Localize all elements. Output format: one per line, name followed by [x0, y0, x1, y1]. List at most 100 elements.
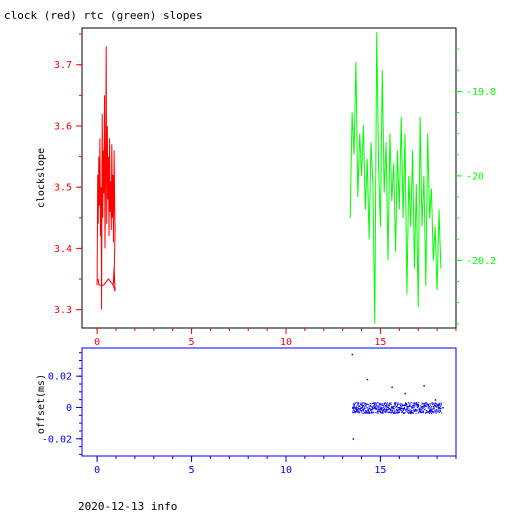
offset-dot — [404, 408, 406, 410]
offset-dot — [358, 405, 360, 407]
offset-dot — [388, 407, 389, 409]
offset-dot — [357, 409, 358, 411]
offset-dot — [428, 404, 429, 406]
offset-dot — [382, 412, 384, 414]
offset-dot — [419, 409, 420, 410]
offset-dot — [392, 406, 394, 408]
offset-point — [357, 402, 359, 404]
offset-dot — [403, 409, 405, 411]
offset-dot — [386, 402, 388, 404]
offset-dot — [413, 411, 415, 413]
offset-dot — [394, 404, 396, 406]
offset-dot — [426, 402, 428, 404]
offset-dot — [357, 410, 359, 412]
offset-dot — [374, 408, 376, 410]
offset-dot — [394, 403, 396, 405]
offset-dot — [356, 411, 358, 413]
offset-dot — [440, 403, 442, 405]
offset-dot — [404, 412, 406, 414]
offset-dot — [379, 403, 381, 405]
offset-dot — [376, 408, 378, 410]
bottom-x-tick-label-0: 0 — [94, 465, 100, 476]
offset-dot — [440, 407, 442, 409]
offset-dot — [409, 411, 411, 413]
offset-dot — [379, 406, 381, 408]
offset-dot — [414, 405, 416, 407]
offset-dot — [364, 403, 366, 405]
offset-dot — [430, 411, 432, 412]
offset-dot — [353, 409, 355, 411]
offset-dot — [358, 412, 360, 414]
offset-dot — [368, 410, 369, 412]
offset-dot — [379, 408, 381, 410]
offset-dot — [365, 412, 366, 414]
offset-dot — [362, 410, 364, 412]
offset-dot — [366, 403, 368, 405]
offset-dot — [363, 402, 365, 404]
offset-dot — [422, 410, 424, 412]
offset-dot — [356, 410, 358, 412]
offset-dot — [431, 410, 433, 412]
offset-dot — [414, 408, 416, 410]
offset-dot — [427, 407, 429, 409]
offset-dot — [427, 407, 429, 409]
offset-dot — [408, 412, 409, 414]
offset-dot — [433, 405, 434, 407]
offset-dot — [377, 407, 379, 409]
bottom-plot-area: 0.02 0 -0.02 0 5 10 15 offset(ms) — [36, 347, 457, 476]
offset-dot — [431, 408, 433, 410]
offset-dot — [420, 409, 422, 411]
offset-dot — [388, 408, 390, 410]
offset-dot — [428, 404, 430, 405]
offset-dot — [400, 410, 402, 412]
offset-dot — [383, 404, 385, 406]
offset-dot — [430, 406, 432, 408]
top-left-tick-label-1: 3.4 — [54, 244, 72, 255]
offset-dot — [423, 409, 425, 411]
offset-dot — [397, 402, 399, 404]
offset-dot — [374, 406, 376, 407]
top-y-axis-label: clockslope — [36, 148, 47, 208]
offset-dot — [431, 402, 433, 404]
bottom-offset-band — [352, 402, 442, 414]
offset-dot — [400, 406, 402, 408]
offset-dot — [416, 405, 418, 407]
offset-dot — [398, 412, 400, 414]
offset-dot — [378, 408, 380, 410]
offset-dot — [394, 411, 396, 413]
offset-dot — [396, 412, 398, 414]
offset-dot — [406, 406, 408, 407]
offset-dot — [427, 404, 429, 406]
top-series-group — [96, 32, 442, 324]
top-plot-area: 3.3 3.4 3.5 3.6 3.7 -19.8 -20 -20.2 0 5 10 15 clock… — [36, 27, 496, 348]
offset-point — [355, 408, 357, 410]
offset-dot — [386, 411, 388, 413]
offset-dot — [411, 411, 413, 413]
offset-dot — [395, 408, 397, 410]
offset-dot — [352, 411, 354, 413]
offset-dot — [375, 405, 377, 406]
offset-dot — [390, 412, 392, 414]
offset-dot — [400, 409, 402, 410]
offset-dot — [352, 406, 354, 408]
offset-dot — [434, 404, 436, 406]
offset-point — [366, 378, 369, 381]
offset-dot — [433, 408, 434, 410]
offset-dot — [420, 409, 422, 411]
top-right-tick-label-2: -20.2 — [466, 256, 496, 267]
offset-dot — [402, 404, 403, 406]
offset-dot — [353, 412, 355, 414]
offset-dot — [386, 404, 388, 406]
offset-dot — [366, 412, 368, 414]
offset-dot — [384, 408, 386, 410]
offset-dot — [414, 402, 416, 404]
offset-dot — [363, 404, 365, 406]
offset-dot — [373, 403, 375, 405]
offset-dot — [369, 411, 371, 413]
offset-dot — [395, 412, 397, 414]
offset-dot — [435, 405, 437, 407]
offset-dot — [358, 408, 360, 410]
offset-dot — [430, 411, 432, 413]
offset-dot — [417, 403, 419, 405]
offset-dot — [368, 404, 369, 406]
